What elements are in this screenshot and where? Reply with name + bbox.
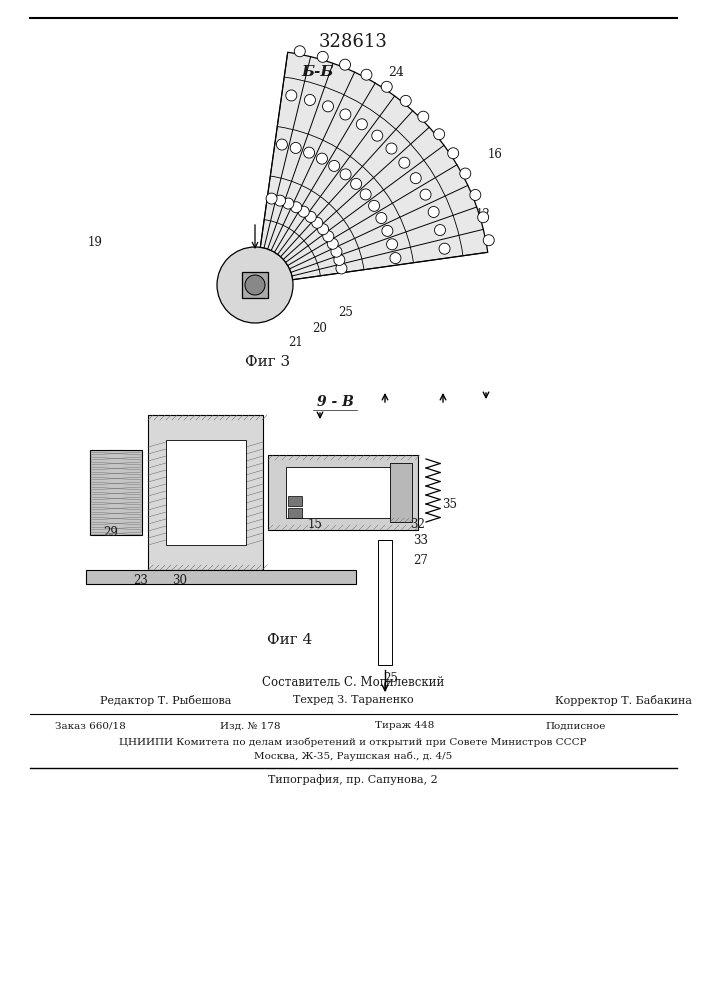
Text: 35: 35: [442, 498, 457, 512]
Text: 9 - В: 9 - В: [317, 395, 354, 409]
Text: 34: 34: [310, 506, 325, 518]
Text: Тираж 448: Тираж 448: [375, 722, 434, 730]
Circle shape: [329, 160, 339, 171]
Circle shape: [382, 225, 393, 236]
Text: Фиг 3: Фиг 3: [245, 355, 291, 369]
FancyBboxPatch shape: [86, 570, 356, 584]
Circle shape: [478, 212, 489, 223]
Circle shape: [331, 246, 342, 257]
Text: 21: 21: [288, 336, 303, 350]
Circle shape: [317, 153, 327, 164]
Circle shape: [303, 147, 315, 158]
Text: Изд. № 178: Изд. № 178: [220, 722, 281, 730]
Circle shape: [283, 198, 294, 209]
Circle shape: [420, 189, 431, 200]
Wedge shape: [260, 52, 488, 280]
FancyBboxPatch shape: [378, 540, 392, 665]
Text: 27: 27: [413, 554, 428, 566]
Circle shape: [317, 224, 329, 235]
Text: Б-Б: Б-Б: [302, 65, 334, 79]
FancyBboxPatch shape: [148, 415, 263, 570]
FancyBboxPatch shape: [90, 450, 142, 535]
Circle shape: [322, 101, 334, 112]
Circle shape: [245, 275, 265, 295]
FancyBboxPatch shape: [286, 467, 400, 518]
Circle shape: [305, 211, 316, 222]
FancyBboxPatch shape: [390, 463, 412, 522]
Circle shape: [336, 263, 347, 274]
Circle shape: [372, 130, 382, 141]
FancyBboxPatch shape: [288, 496, 302, 506]
Text: 29: 29: [103, 526, 118, 538]
Text: 12: 12: [476, 209, 491, 222]
Text: 16: 16: [488, 148, 503, 161]
Text: 24: 24: [388, 66, 404, 79]
Text: Подписное: Подписное: [545, 722, 605, 730]
Circle shape: [400, 95, 411, 106]
Text: 23: 23: [133, 574, 148, 586]
Circle shape: [470, 189, 481, 200]
Circle shape: [418, 111, 428, 122]
Circle shape: [327, 238, 338, 249]
Text: 32: 32: [410, 518, 425, 532]
Circle shape: [390, 253, 401, 264]
Circle shape: [381, 81, 392, 92]
Text: 15: 15: [308, 518, 323, 532]
Text: 19: 19: [88, 235, 103, 248]
Circle shape: [387, 239, 397, 250]
Text: 33: 33: [413, 534, 428, 546]
FancyBboxPatch shape: [242, 272, 268, 298]
Text: Типография, пр. Сапунова, 2: Типография, пр. Сапунова, 2: [268, 775, 438, 785]
Circle shape: [351, 178, 361, 189]
FancyBboxPatch shape: [288, 508, 302, 518]
Circle shape: [435, 225, 445, 236]
Circle shape: [298, 206, 309, 217]
Circle shape: [340, 169, 351, 180]
Text: 328613: 328613: [319, 33, 387, 51]
Text: Корректор Т. Бабакина: Корректор Т. Бабакина: [555, 694, 692, 706]
Circle shape: [266, 193, 277, 204]
Circle shape: [286, 90, 297, 101]
Circle shape: [399, 157, 410, 168]
Circle shape: [305, 94, 315, 105]
Circle shape: [356, 119, 368, 130]
Circle shape: [410, 173, 421, 184]
Circle shape: [460, 168, 471, 179]
Text: 30: 30: [172, 574, 187, 586]
Circle shape: [368, 200, 380, 211]
Circle shape: [433, 129, 445, 140]
Circle shape: [361, 69, 372, 80]
Text: Москва, Ж-35, Раушская наб., д. 4/5: Москва, Ж-35, Раушская наб., д. 4/5: [254, 751, 452, 761]
Text: Фиг 4: Фиг 4: [267, 633, 312, 647]
Circle shape: [484, 235, 494, 246]
Circle shape: [439, 243, 450, 254]
Circle shape: [376, 213, 387, 224]
Text: ЦНИИПИ Комитета по делам изобретений и открытий при Совете Министров СССР: ЦНИИПИ Комитета по делам изобретений и о…: [119, 737, 587, 747]
Circle shape: [276, 139, 288, 150]
Text: Техред З. Тараненко: Техред З. Тараненко: [293, 695, 414, 705]
Circle shape: [291, 202, 302, 213]
Circle shape: [317, 51, 328, 62]
Circle shape: [294, 46, 305, 57]
FancyBboxPatch shape: [268, 455, 418, 530]
Circle shape: [448, 148, 459, 159]
Circle shape: [217, 247, 293, 323]
FancyBboxPatch shape: [166, 440, 246, 545]
Text: Редактор Т. Рыбешова: Редактор Т. Рыбешова: [100, 694, 231, 706]
Circle shape: [339, 59, 351, 70]
Circle shape: [340, 109, 351, 120]
Text: Составитель С. Могилевский: Составитель С. Могилевский: [262, 676, 444, 688]
Text: Заказ 660/18: Заказ 660/18: [55, 722, 126, 730]
Circle shape: [323, 231, 334, 242]
Circle shape: [274, 195, 286, 206]
Circle shape: [334, 254, 345, 265]
Circle shape: [386, 143, 397, 154]
Text: 25: 25: [338, 306, 353, 318]
Circle shape: [360, 189, 371, 200]
Circle shape: [312, 217, 322, 228]
Circle shape: [428, 206, 439, 217]
Text: 25: 25: [383, 672, 398, 684]
Text: 20: 20: [312, 322, 327, 334]
Circle shape: [290, 142, 301, 153]
